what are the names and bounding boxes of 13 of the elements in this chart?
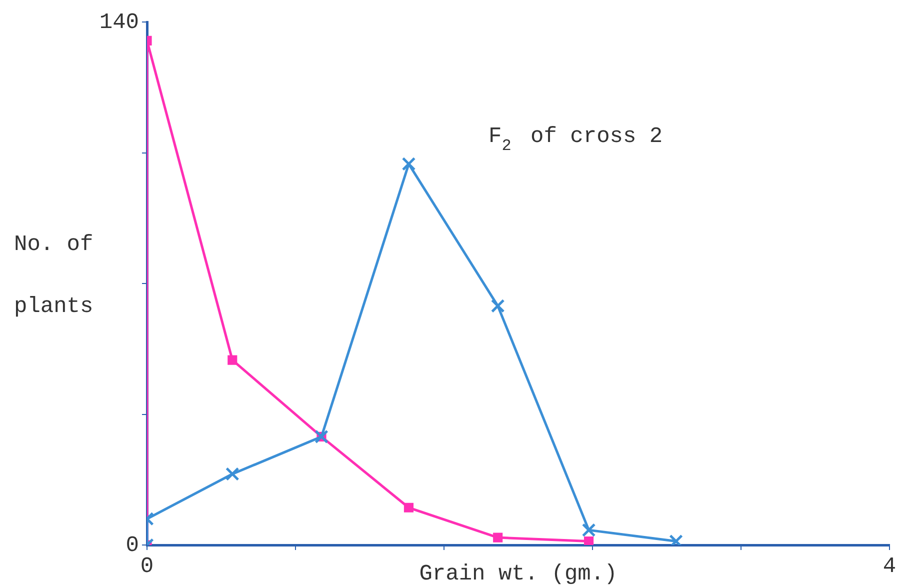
point bbox=[582, 523, 596, 537]
point bbox=[314, 430, 328, 444]
point bbox=[225, 467, 240, 481]
point bbox=[490, 299, 505, 313]
text: No. of plants bbox=[14, 232, 94, 319]
point bbox=[584, 536, 594, 545]
x-axis-title: Grain wt. (gm.) bbox=[419, 562, 618, 587]
point bbox=[493, 532, 503, 542]
point bbox=[402, 157, 416, 171]
point bbox=[404, 502, 414, 512]
y-tick-label: 140 bbox=[99, 10, 139, 35]
x-tick-label: 4 bbox=[882, 554, 896, 580]
point bbox=[228, 355, 238, 365]
